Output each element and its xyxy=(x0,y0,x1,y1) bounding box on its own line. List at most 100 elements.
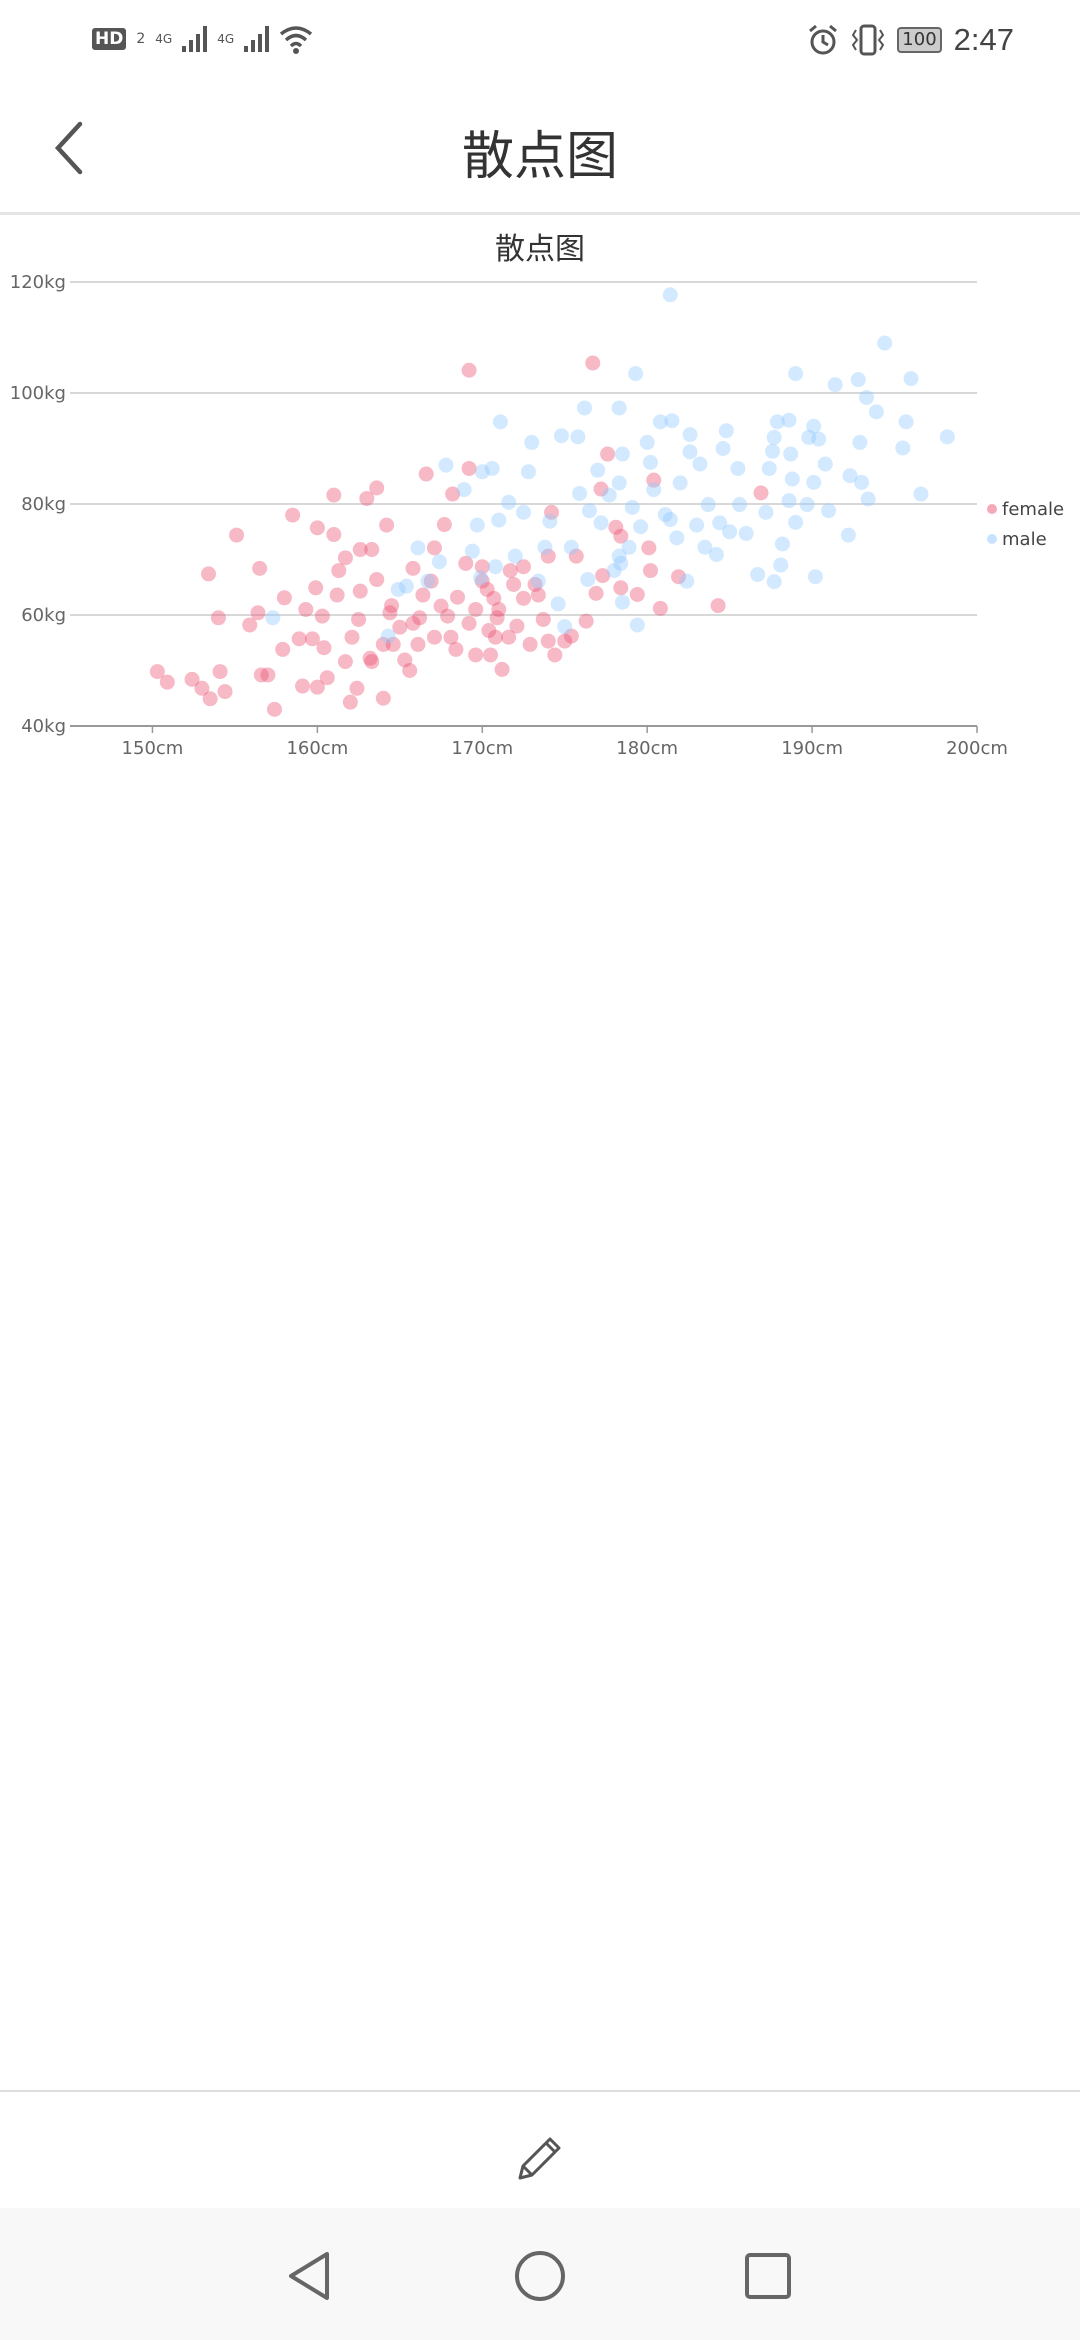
female-point xyxy=(397,652,413,668)
scatter-chart: 散点图 40kg 60kg 80kg 100kg 120kg 150cm 160cm 170… xyxy=(10,232,1064,759)
system-nav-bar xyxy=(0,2208,1080,2340)
female-point xyxy=(516,559,531,575)
male-point xyxy=(557,619,573,635)
edit-button[interactable] xyxy=(510,2128,570,2188)
female-point xyxy=(384,598,400,614)
male-point xyxy=(784,471,800,487)
female-point xyxy=(364,542,380,558)
male-point xyxy=(624,499,640,515)
female-point xyxy=(671,569,687,585)
y-tick-label: 80kg xyxy=(21,494,66,515)
male-point xyxy=(542,513,558,529)
female-point xyxy=(652,600,668,616)
female-point xyxy=(392,619,408,635)
female-point xyxy=(329,587,345,603)
app-header: 散点图 xyxy=(0,84,1080,215)
male-point xyxy=(652,414,668,430)
female-point xyxy=(418,466,434,482)
male-point xyxy=(487,559,503,575)
female-point xyxy=(242,617,258,633)
male-point xyxy=(903,371,919,387)
female-point xyxy=(440,608,456,624)
male-point xyxy=(842,468,858,484)
female-point xyxy=(646,472,662,488)
male-point xyxy=(679,573,695,589)
female-point xyxy=(593,481,609,497)
female-point xyxy=(266,701,282,717)
male-point xyxy=(611,475,627,491)
male-point xyxy=(563,539,579,555)
male-point xyxy=(750,566,766,582)
male-point xyxy=(484,460,500,476)
male-point xyxy=(657,507,673,523)
female-point xyxy=(260,667,276,683)
male-point xyxy=(410,540,426,556)
female-point xyxy=(405,560,421,576)
female-point xyxy=(547,647,563,663)
x-tick-label: 180cm xyxy=(616,738,678,759)
male-point xyxy=(840,527,856,543)
male-point xyxy=(572,485,588,501)
female-point xyxy=(474,559,490,575)
male-point xyxy=(682,427,698,443)
female-point xyxy=(212,664,228,680)
signal-icon xyxy=(182,26,208,52)
female-point xyxy=(201,566,217,582)
female-point xyxy=(412,610,428,626)
female-point xyxy=(423,573,439,589)
female-point xyxy=(535,611,551,627)
female-point xyxy=(588,585,604,601)
female-point xyxy=(544,504,560,520)
male-point xyxy=(859,389,875,405)
legend: female male xyxy=(987,499,1064,550)
male-point xyxy=(431,554,447,570)
female-point xyxy=(530,587,546,603)
female-point xyxy=(458,555,474,571)
female-point xyxy=(349,680,365,696)
male-point xyxy=(606,563,622,579)
female-point xyxy=(509,618,525,634)
battery-indicator: 100 xyxy=(897,27,942,53)
male-point xyxy=(806,418,822,434)
female-point xyxy=(410,636,426,652)
male-point xyxy=(438,457,454,473)
y-tick-label: 100kg xyxy=(10,383,66,404)
nav-home-button[interactable] xyxy=(510,2246,570,2306)
male-point xyxy=(621,539,637,555)
male-point xyxy=(774,536,790,552)
male-point xyxy=(553,428,569,444)
female-point xyxy=(489,610,505,626)
clock: 2:47 xyxy=(953,22,1014,57)
male-point xyxy=(682,444,698,460)
back-button[interactable] xyxy=(50,120,90,176)
male-point xyxy=(854,474,870,490)
female-point xyxy=(522,636,538,652)
male-point xyxy=(398,578,414,594)
legend-label-male: male xyxy=(1002,529,1047,550)
male-point xyxy=(642,454,658,470)
nav-recents-button[interactable] xyxy=(738,2246,798,2306)
nav-back-button[interactable] xyxy=(279,2246,339,2306)
male-point xyxy=(530,573,546,589)
male-point xyxy=(788,514,804,530)
female-point xyxy=(385,636,401,652)
male-point xyxy=(769,414,785,430)
male-point xyxy=(456,482,472,498)
male-point xyxy=(639,434,655,450)
female-point xyxy=(308,580,324,596)
male-point xyxy=(718,423,734,439)
male-point xyxy=(868,404,884,420)
network-label-1: 4G xyxy=(155,32,173,46)
signal-icon xyxy=(244,26,270,52)
female-point xyxy=(641,540,657,556)
male-point xyxy=(758,504,774,520)
female-point xyxy=(184,671,200,687)
female-point xyxy=(426,540,442,556)
female-point xyxy=(369,571,385,587)
male-point xyxy=(664,413,680,429)
female-point xyxy=(445,486,461,502)
male-point xyxy=(501,494,517,510)
female-point xyxy=(494,661,510,677)
female-point xyxy=(359,490,375,506)
male-point xyxy=(821,503,837,519)
